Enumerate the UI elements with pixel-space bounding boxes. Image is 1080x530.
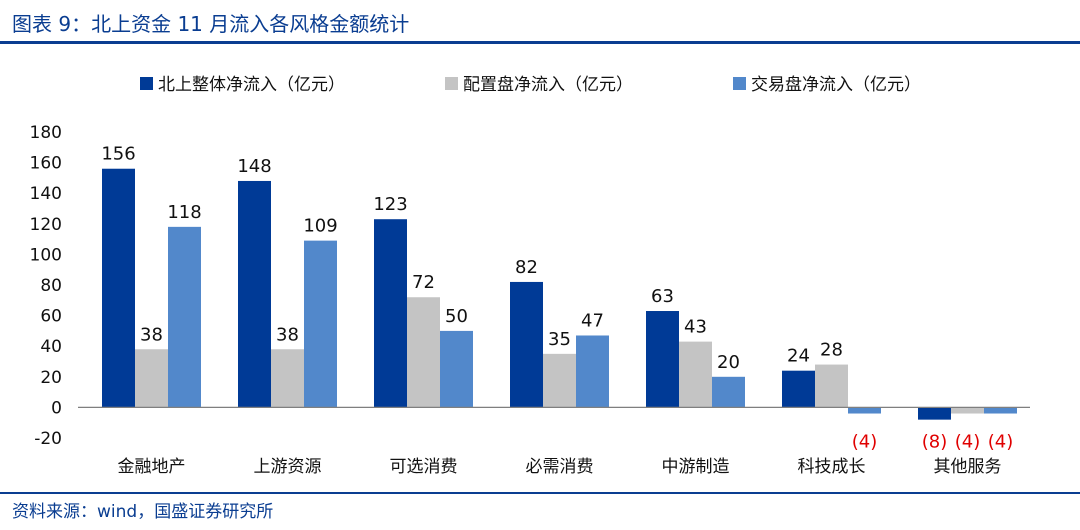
bar-3-7 bbox=[984, 407, 1017, 414]
data-label-2-1: 38 bbox=[140, 324, 163, 345]
bar-2-6 bbox=[815, 364, 848, 408]
data-label-2-6: 28 bbox=[820, 340, 843, 361]
bar-1-5 bbox=[646, 311, 679, 408]
data-label-3-1: 118 bbox=[167, 202, 201, 223]
y-tick-label: 120 bbox=[30, 215, 62, 235]
bar-chart: 北上整体净流入（亿元） 配置盘净流入（亿元） 交易盘净流入（亿元） -20 0 20 40… bbox=[30, 75, 1030, 477]
data-label-2-3: 72 bbox=[412, 272, 435, 293]
legend-label-2: 配置盘净流入（亿元） bbox=[463, 75, 633, 95]
data-label-1-6: 24 bbox=[787, 346, 810, 367]
footer-divider bbox=[0, 492, 1080, 494]
y-tick-label: 40 bbox=[40, 337, 62, 357]
y-tick-label: 80 bbox=[40, 276, 62, 296]
bar-3-2 bbox=[304, 240, 337, 408]
data-label-2-4: 35 bbox=[548, 329, 571, 350]
source-note: 资料来源：wind，国盛证券研究所 bbox=[12, 502, 274, 522]
y-tick-label: 20 bbox=[40, 368, 62, 388]
bar-2-4 bbox=[543, 353, 576, 408]
y-tick-label: 100 bbox=[30, 245, 62, 265]
bar-3-5 bbox=[712, 376, 745, 408]
y-tick-label: 140 bbox=[30, 184, 62, 204]
y-tick-label: 60 bbox=[40, 307, 62, 327]
data-label-1-7: (8) bbox=[922, 431, 948, 452]
bar-2-7 bbox=[951, 407, 984, 414]
legend-label-1: 北上整体净流入（亿元） bbox=[158, 75, 345, 95]
y-tick-label: 0 bbox=[51, 398, 62, 418]
legend: 北上整体净流入（亿元） 配置盘净流入（亿元） 交易盘净流入（亿元） bbox=[140, 75, 921, 95]
figure-title: 图表 9：北上资金 11 月流入各风格金额统计 bbox=[12, 12, 410, 36]
data-label-2-2: 38 bbox=[276, 324, 299, 345]
data-label-3-3: 50 bbox=[445, 306, 468, 327]
bar-2-3 bbox=[407, 297, 440, 408]
y-tick-label: 180 bbox=[30, 123, 62, 143]
legend-label-3: 交易盘净流入（亿元） bbox=[751, 75, 921, 95]
bar-3-1 bbox=[168, 226, 201, 408]
category-label-3: 可选消费 bbox=[390, 457, 458, 477]
data-label-1-3: 123 bbox=[373, 194, 407, 215]
bar-1-4 bbox=[510, 281, 543, 408]
bar-2-5 bbox=[679, 341, 712, 408]
data-label-3-4: 47 bbox=[581, 310, 604, 331]
bar-1-7 bbox=[918, 407, 951, 420]
bar-2-2 bbox=[271, 349, 304, 408]
data-label-1-2: 148 bbox=[237, 156, 271, 177]
category-label-7: 其他服务 bbox=[934, 457, 1002, 477]
bar-1-2 bbox=[238, 180, 271, 408]
bar-3-4 bbox=[576, 335, 609, 408]
category-labels: 金融地产 上游资源 可选消费 必需消费 中游制造 科技成长 其他服务 bbox=[118, 457, 1002, 477]
category-label-6: 科技成长 bbox=[798, 457, 866, 477]
y-tick-label: -20 bbox=[34, 429, 62, 449]
data-labels: 156 38 118 148 38 109 123 72 50 82 35 47 63 43 20 24 28 (… bbox=[101, 144, 1013, 453]
bar-3-6 bbox=[848, 407, 881, 414]
data-label-2-5: 43 bbox=[684, 317, 707, 338]
category-label-2: 上游资源 bbox=[254, 457, 322, 477]
legend-swatch-1 bbox=[140, 77, 153, 90]
data-label-1-4: 82 bbox=[515, 257, 538, 278]
y-tick-label: 160 bbox=[30, 154, 62, 174]
data-label-1-1: 156 bbox=[101, 144, 135, 165]
bar-2-1 bbox=[135, 349, 168, 408]
category-label-4: 必需消费 bbox=[526, 457, 594, 477]
data-label-3-5: 20 bbox=[717, 352, 740, 373]
category-label-1: 金融地产 bbox=[118, 457, 186, 477]
data-label-3-2: 109 bbox=[303, 216, 337, 237]
data-label-3-7: (4) bbox=[988, 431, 1014, 452]
bar-1-1 bbox=[102, 168, 135, 408]
data-label-2-7: (4) bbox=[955, 431, 981, 452]
legend-swatch-2 bbox=[445, 77, 458, 90]
bar-3-3 bbox=[440, 330, 473, 408]
bar-1-6 bbox=[782, 370, 815, 408]
legend-swatch-3 bbox=[733, 77, 746, 90]
title-divider bbox=[0, 41, 1080, 44]
y-axis: -20 0 20 40 60 80 100 120 140 160 180 bbox=[30, 123, 62, 449]
data-label-1-5: 63 bbox=[651, 286, 674, 307]
bar-1-3 bbox=[374, 219, 407, 408]
header: 图表 9：北上资金 11 月流入各风格金额统计 bbox=[0, 0, 1080, 44]
bars bbox=[102, 168, 1017, 420]
category-label-5: 中游制造 bbox=[662, 457, 730, 477]
data-label-3-6: (4) bbox=[852, 431, 878, 452]
